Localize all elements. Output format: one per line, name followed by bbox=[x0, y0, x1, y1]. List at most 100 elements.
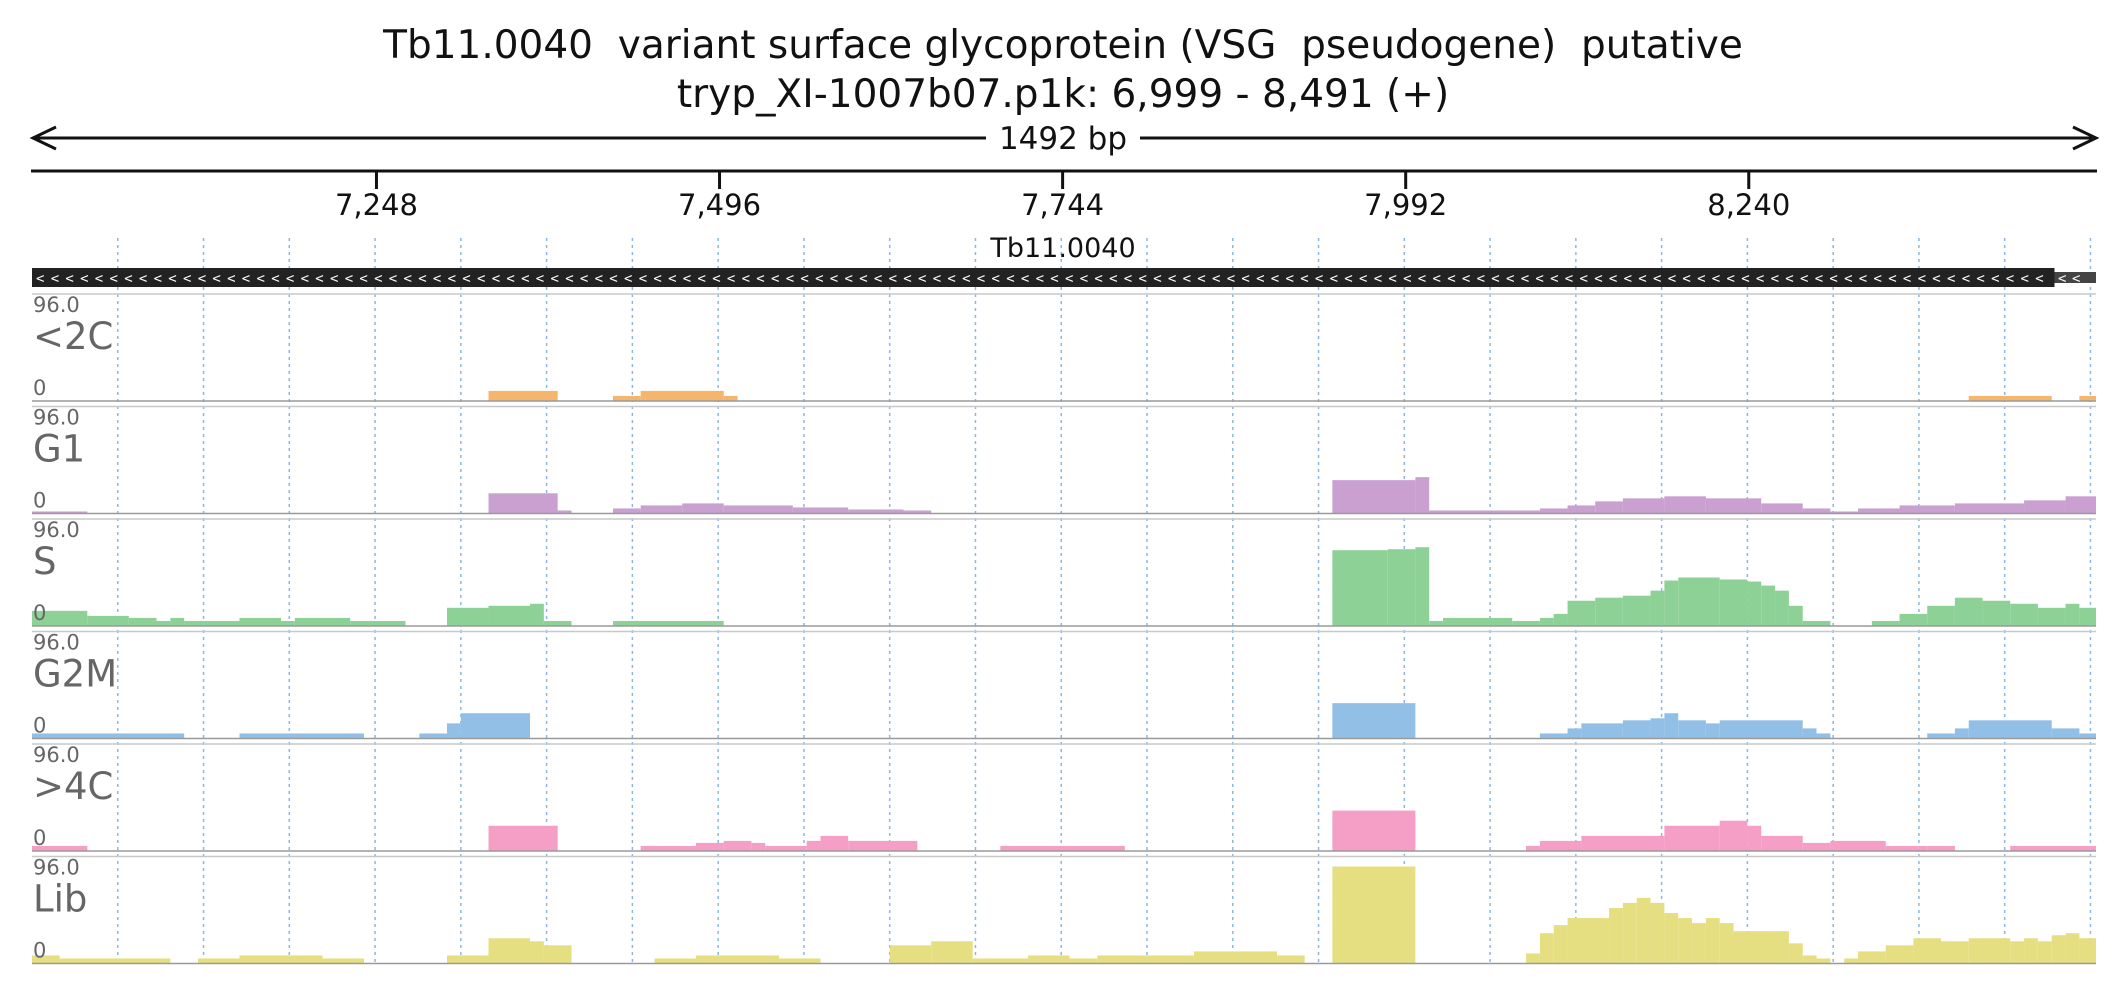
strand-arrow: < bbox=[315, 271, 323, 287]
coverage-bar bbox=[1733, 931, 1789, 964]
strand-arrow: < bbox=[1256, 271, 1264, 287]
strand-arrow: < bbox=[800, 271, 808, 287]
coverage-bar bbox=[419, 733, 448, 739]
strand-arrow: < bbox=[1491, 271, 1499, 287]
coverage-bar bbox=[350, 620, 406, 626]
coverage-bar bbox=[765, 845, 807, 851]
coverage-bar bbox=[1968, 395, 2052, 401]
coverage-bar bbox=[903, 510, 932, 514]
gridlines bbox=[117, 238, 2092, 962]
coverage-bar bbox=[1719, 820, 1748, 851]
coverage-bar bbox=[1885, 845, 1928, 851]
track-bars bbox=[32, 477, 2096, 514]
coverage-bar bbox=[1802, 508, 1831, 514]
coverage-bar bbox=[128, 617, 157, 626]
strand-arrow: < bbox=[404, 271, 412, 287]
strand-arrow: < bbox=[286, 271, 294, 287]
coverage-bar bbox=[2079, 733, 2096, 739]
coverage-bar bbox=[488, 605, 531, 626]
strand-arrow: < bbox=[1447, 271, 1455, 287]
coverage-bar bbox=[1941, 941, 1969, 964]
strand-arrow: < bbox=[683, 271, 691, 287]
strand-arrow: < bbox=[1932, 271, 1940, 287]
strand-arrow: < bbox=[1403, 271, 1411, 287]
coverage-bar bbox=[640, 505, 683, 514]
strand-arrow: < bbox=[580, 271, 588, 287]
coverage-bar bbox=[2051, 935, 2066, 964]
coverage-bar bbox=[1028, 955, 1070, 964]
strand-arrow: < bbox=[492, 271, 500, 287]
track-1: 96.0<2C 0 bbox=[32, 293, 2096, 402]
coverage-bar bbox=[1885, 945, 1914, 964]
strand-arrow: < bbox=[933, 271, 941, 287]
strand-arrow: < bbox=[1521, 271, 1529, 287]
strand-arrow: < bbox=[1918, 271, 1926, 287]
coverage-bar bbox=[1761, 585, 1776, 626]
coverage-bar bbox=[1899, 505, 1955, 514]
coverage-bar bbox=[184, 620, 240, 626]
gene-feature bbox=[32, 268, 2055, 287]
coverage-bar bbox=[198, 958, 240, 964]
strand-arrow: < bbox=[1065, 271, 1073, 287]
coverage-bar bbox=[1927, 605, 1955, 626]
coverage-bar bbox=[488, 938, 531, 964]
strand-arrow: < bbox=[1609, 271, 1617, 287]
strand-arrow: < bbox=[2058, 271, 2066, 287]
track-name: >4C bbox=[33, 765, 113, 808]
coverage-bar bbox=[2010, 845, 2096, 851]
strand-arrow: < bbox=[1197, 271, 1205, 287]
strand-arrow: < bbox=[2006, 271, 2014, 287]
coverage-bar bbox=[1595, 501, 1623, 514]
strand-arrow: < bbox=[565, 271, 573, 287]
strand-arrow: < bbox=[1168, 271, 1176, 287]
track-bars bbox=[32, 810, 2096, 851]
coverage-bar bbox=[32, 845, 88, 851]
strand-arrow: < bbox=[595, 271, 603, 287]
strand-arrow: < bbox=[168, 271, 176, 287]
strand-arrow: < bbox=[1006, 271, 1014, 287]
coverage-bar bbox=[2037, 941, 2052, 964]
coverage-bar bbox=[640, 390, 724, 401]
strand-arrow: < bbox=[1624, 271, 1632, 287]
track-2: 96.0G1 0 bbox=[32, 406, 2096, 515]
strand-arrow: < bbox=[1212, 271, 1220, 287]
coverage-bar bbox=[170, 617, 185, 626]
coverage-bar bbox=[1609, 907, 1623, 964]
strand-arrow: < bbox=[1359, 271, 1367, 287]
strand-arrow: < bbox=[859, 271, 867, 287]
strand-arrow: < bbox=[947, 271, 955, 287]
strand-arrow: < bbox=[374, 271, 382, 287]
coverage-bar bbox=[1761, 503, 1803, 514]
coverage-bar bbox=[1512, 620, 1540, 626]
x-tick-label: 7,744 bbox=[1021, 188, 1104, 222]
coverage-bar bbox=[1539, 733, 1568, 739]
strand-arrow: < bbox=[1241, 271, 1249, 287]
coverage-bar bbox=[1567, 600, 1596, 626]
strand-arrow: < bbox=[771, 271, 779, 287]
strand-arrow: < bbox=[1550, 271, 1558, 287]
track-name: G1 bbox=[33, 428, 85, 471]
strand-arrow: < bbox=[139, 271, 147, 287]
coverage-bar bbox=[1526, 845, 1540, 851]
coverage-bar bbox=[156, 620, 171, 626]
coverage-bar bbox=[2024, 500, 2066, 514]
coverage-bar bbox=[1387, 549, 1416, 626]
coverage-bar bbox=[1775, 590, 1789, 626]
strand-arrow: < bbox=[1976, 271, 1984, 287]
coverage-bar bbox=[239, 733, 365, 739]
strand-arrow: < bbox=[1815, 271, 1823, 287]
strand-arrow: < bbox=[1506, 271, 1514, 287]
strand-arrow: < bbox=[1756, 271, 1764, 287]
strand-arrow: < bbox=[624, 271, 632, 287]
strand-arrow: < bbox=[154, 271, 162, 287]
strand-arrow: < bbox=[1682, 271, 1690, 287]
strand-arrow: < bbox=[1859, 271, 1867, 287]
coverage-bar bbox=[1553, 925, 1568, 964]
strand-arrow: < bbox=[110, 271, 118, 287]
strand-arrow: < bbox=[124, 271, 132, 287]
strand-arrow: < bbox=[1888, 271, 1896, 287]
strand-arrow: < bbox=[1094, 271, 1102, 287]
coverage-bar bbox=[1194, 951, 1278, 964]
